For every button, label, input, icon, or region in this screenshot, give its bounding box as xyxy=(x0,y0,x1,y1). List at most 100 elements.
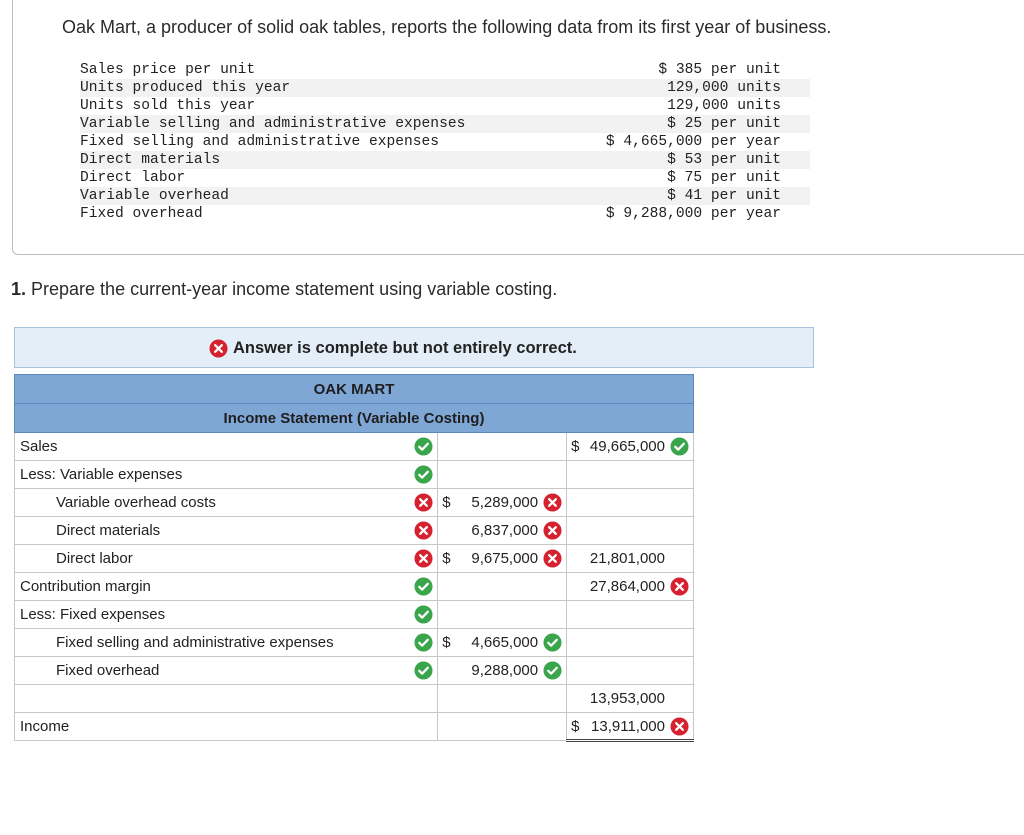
statement-row: Income $13,911,000 xyxy=(13,712,694,742)
check-circle-icon xyxy=(414,661,433,680)
question-text: Prepare the current-year income statemen… xyxy=(26,279,558,299)
x-circle-icon xyxy=(414,521,433,540)
data-label: Units produced this year xyxy=(80,79,558,97)
data-label: Variable overhead xyxy=(80,187,558,205)
subtotal-input[interactable] xyxy=(437,684,568,713)
line-item-label-input[interactable]: Contribution margin xyxy=(13,572,439,601)
x-circle-icon xyxy=(209,339,228,358)
statement-company: OAK MART xyxy=(14,374,694,404)
problem-data-table: Sales price per unit $ 385 per unit Units… xyxy=(80,61,810,223)
subtotal-input[interactable]: $4,665,000 xyxy=(437,628,568,657)
line-item-label: Fixed overhead xyxy=(56,662,160,679)
data-row: Direct labor $ 75 per unit xyxy=(80,169,810,187)
x-circle-icon xyxy=(670,716,689,736)
data-label: Variable selling and administrative expe… xyxy=(80,115,558,133)
total-input[interactable] xyxy=(566,656,694,685)
line-item-label-input[interactable]: Variable overhead costs xyxy=(13,488,439,517)
problem-box xyxy=(12,0,1024,255)
subtotal-input[interactable] xyxy=(437,600,568,629)
line-item-label-input[interactable]: Less: Fixed expenses xyxy=(13,600,439,629)
data-row: Units produced this year 129,000 units xyxy=(80,79,810,97)
statement-row: Less: Fixed expenses xyxy=(13,600,694,629)
amount-value: 13,911,000 xyxy=(591,717,665,735)
total-input[interactable]: $13,911,000 xyxy=(566,712,694,742)
check-circle-icon xyxy=(414,605,433,624)
line-item-label-input[interactable]: Income xyxy=(13,712,439,741)
total-input[interactable]: 27,864,000 xyxy=(566,572,694,601)
question-number: 1. xyxy=(11,279,27,299)
statement-row: Direct labor $9,675,000 21,801,000 xyxy=(13,544,694,573)
currency-sign: $ xyxy=(442,634,451,651)
data-value: $ 75 per unit xyxy=(667,170,781,186)
check-circle-icon xyxy=(414,465,433,484)
line-item-label: Income xyxy=(20,718,70,735)
subtotal-input[interactable]: $5,289,000 xyxy=(437,488,568,517)
subtotal-input[interactable] xyxy=(437,432,568,461)
amount-value: 4,665,000 xyxy=(471,634,539,651)
subtotal-input[interactable] xyxy=(437,572,568,601)
data-value: $ 25 per unit xyxy=(557,115,810,133)
amount-value: 27,864,000 xyxy=(589,578,665,595)
statement-row: 13,953,000 xyxy=(13,684,694,713)
line-item-label-input[interactable]: Less: Variable expenses xyxy=(13,460,439,489)
data-label: Fixed selling and administrative expense… xyxy=(80,134,440,150)
subtotal-input[interactable]: 6,837,000 xyxy=(437,516,568,545)
total-input[interactable] xyxy=(566,488,694,517)
currency-sign: $ xyxy=(571,438,580,455)
total-input[interactable]: $49,665,000 xyxy=(566,432,694,461)
line-item-label: Less: Fixed expenses xyxy=(20,606,166,623)
line-item-label-input[interactable]: Fixed selling and administrative expense… xyxy=(13,628,439,657)
question: 1. Prepare the current-year income state… xyxy=(11,279,557,300)
subtotal-input[interactable] xyxy=(437,460,568,489)
x-circle-icon xyxy=(543,549,562,568)
amount-value: 9,288,000 xyxy=(471,662,539,679)
line-item-label-input[interactable]: Direct materials xyxy=(13,516,439,545)
statement-row: Direct materials 6,837,000 xyxy=(13,516,694,545)
line-item-label-input[interactable]: Fixed overhead xyxy=(13,656,439,685)
total-input[interactable] xyxy=(566,516,694,545)
data-value: $ 9,288,000 per year xyxy=(605,206,781,222)
check-circle-icon xyxy=(414,437,433,456)
subtotal-input[interactable] xyxy=(437,712,568,741)
data-label: Direct labor xyxy=(80,170,186,186)
total-input[interactable] xyxy=(566,628,694,657)
amount-value: 6,837,000 xyxy=(471,522,539,539)
income-statement: OAK MART Income Statement (Variable Cost… xyxy=(13,374,694,742)
feedback-banner: Answer is complete but not entirely corr… xyxy=(14,327,814,368)
line-item-label-input[interactable] xyxy=(13,684,439,713)
currency-sign: $ xyxy=(442,550,451,567)
x-circle-icon xyxy=(543,493,562,512)
amount-value: 9,675,000 xyxy=(471,550,539,567)
data-row: Fixed selling and administrative expense… xyxy=(80,133,810,151)
currency-sign: $ xyxy=(442,494,451,511)
line-item-label-input[interactable]: Sales xyxy=(13,432,439,461)
line-item-label: Variable overhead costs xyxy=(56,494,216,511)
subtotal-input[interactable]: $9,675,000 xyxy=(437,544,568,573)
x-circle-icon xyxy=(670,577,689,596)
statement-row: Less: Variable expenses xyxy=(13,460,694,489)
statement-row: Fixed selling and administrative expense… xyxy=(13,628,694,657)
statement-row: Sales $49,665,000 xyxy=(13,432,694,461)
line-item-label: Fixed selling and administrative expense… xyxy=(56,634,334,651)
total-input[interactable]: 13,953,000 xyxy=(566,684,694,713)
data-value: $ 53 per unit xyxy=(557,151,810,169)
data-label: Units sold this year xyxy=(80,98,256,114)
check-circle-icon xyxy=(414,577,433,596)
total-input[interactable]: 21,801,000 xyxy=(566,544,694,573)
data-label: Sales price per unit xyxy=(80,62,256,78)
amount-value: 5,289,000 xyxy=(471,494,539,511)
subtotal-input[interactable]: 9,288,000 xyxy=(437,656,568,685)
currency-sign: $ xyxy=(571,717,580,735)
data-row: Variable selling and administrative expe… xyxy=(80,115,810,133)
line-item-label: Less: Variable expenses xyxy=(20,466,183,483)
data-row: Direct materials $ 53 per unit xyxy=(80,151,810,169)
amount-value: 13,953,000 xyxy=(589,690,665,707)
total-input[interactable] xyxy=(566,460,694,489)
check-circle-icon xyxy=(414,633,433,652)
line-item-label: Contribution margin xyxy=(20,578,151,595)
data-row: Sales price per unit $ 385 per unit xyxy=(80,61,810,79)
total-input[interactable] xyxy=(566,600,694,629)
statement-row: Variable overhead costs $5,289,000 xyxy=(13,488,694,517)
line-item-label-input[interactable]: Direct labor xyxy=(13,544,439,573)
x-circle-icon xyxy=(414,549,433,568)
